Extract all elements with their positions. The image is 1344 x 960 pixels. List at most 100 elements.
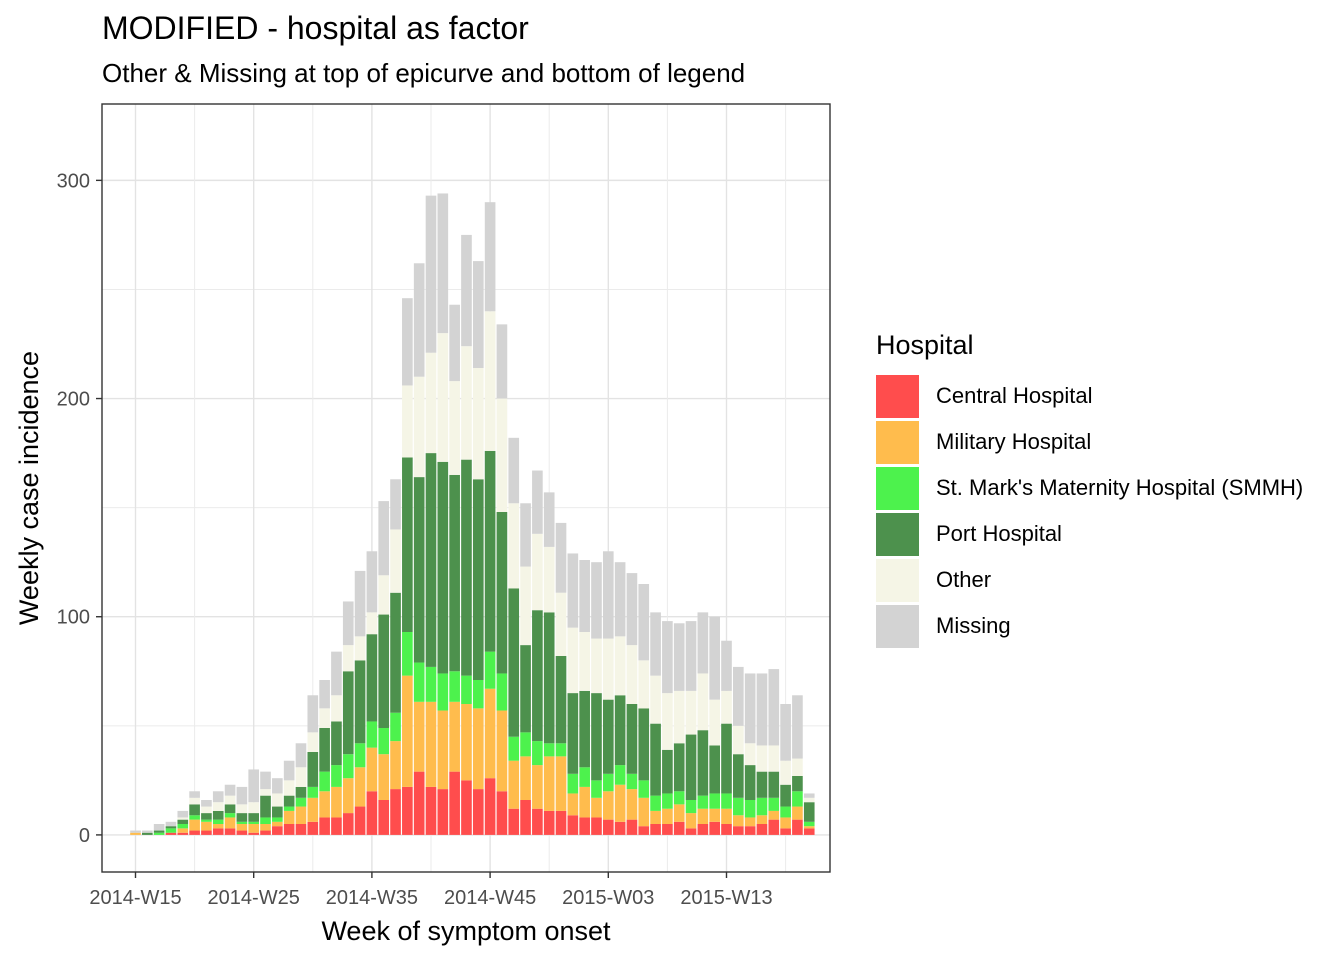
bar-segment xyxy=(591,638,602,694)
bar-segment xyxy=(803,821,815,827)
bar-segment xyxy=(260,795,271,818)
bar-segment xyxy=(189,830,200,835)
legend-swatch xyxy=(876,466,919,510)
bar-segment xyxy=(449,304,460,382)
bar-segment xyxy=(685,800,697,814)
bar-segment xyxy=(390,592,401,713)
bar-segment xyxy=(130,830,141,833)
bar-segment xyxy=(212,791,224,803)
bar-segment xyxy=(591,780,602,798)
bar-segment xyxy=(295,824,307,835)
bar-segment xyxy=(366,721,378,748)
bar-segment xyxy=(307,732,319,752)
bar-segment xyxy=(260,830,271,835)
bar-segment xyxy=(756,771,768,798)
bar-segment xyxy=(756,815,768,824)
bar-segment xyxy=(307,752,319,787)
bar-segment xyxy=(142,830,153,833)
bar-segment xyxy=(331,695,342,722)
bar-segment xyxy=(413,662,425,702)
bar-segment xyxy=(236,824,248,831)
bar-segment xyxy=(402,298,413,386)
bar-segment xyxy=(295,786,307,798)
bar-segment xyxy=(520,732,531,757)
bar-segment xyxy=(342,778,354,814)
x-tick-label: 2014-W45 xyxy=(444,887,536,909)
bar-segment xyxy=(484,311,496,451)
bar-segment xyxy=(307,821,319,835)
chart-subtitle: Other & Missing at top of epicurve and b… xyxy=(102,58,746,88)
bar-segment xyxy=(780,784,791,807)
bar-segment xyxy=(272,793,283,807)
bar-segment xyxy=(437,710,449,790)
bar-segment xyxy=(721,690,732,724)
bar-segment xyxy=(425,786,437,835)
bar-segment xyxy=(437,789,449,835)
bar-segment xyxy=(437,673,449,711)
bar-segment xyxy=(744,673,756,744)
bar-segment xyxy=(555,592,567,656)
bar-segment xyxy=(165,826,177,829)
bar-segment xyxy=(626,704,638,774)
bar-segment xyxy=(709,821,720,835)
bar-segment xyxy=(520,503,531,567)
bar-segment xyxy=(212,802,224,811)
plot-border xyxy=(101,103,831,873)
bar-segment xyxy=(662,693,673,750)
bar-segment xyxy=(567,553,579,628)
bar-segment xyxy=(579,817,590,835)
bar-segment xyxy=(768,797,780,811)
bar-segment xyxy=(248,821,260,824)
bar-segment xyxy=(425,352,437,454)
bar-segment xyxy=(437,461,449,674)
bar-segment xyxy=(201,806,212,814)
bar-segment xyxy=(402,457,413,632)
bar-segment xyxy=(319,817,330,835)
bar-segment xyxy=(390,529,401,593)
bar-segment xyxy=(744,826,756,835)
bar-segment xyxy=(673,821,685,835)
legend-item: Other xyxy=(876,557,1303,603)
bar-segment xyxy=(792,819,803,835)
bar-segment xyxy=(662,808,673,824)
bar-segment xyxy=(697,730,709,796)
bar-segment xyxy=(768,669,780,746)
legend-label: St. Mark's Maternity Hospital (SMMH) xyxy=(936,475,1304,500)
bar-segment xyxy=(319,728,330,772)
bar-segment xyxy=(319,680,330,709)
bar-segment xyxy=(591,562,602,639)
axes: 0 100 200 300 2014-W15 2014-W25 2014-W35 2014-W… xyxy=(57,170,773,909)
bar-segment xyxy=(307,695,319,733)
bar-segment xyxy=(153,832,165,835)
bar-segment xyxy=(579,767,590,787)
bar-segment xyxy=(366,747,378,792)
bar-segment xyxy=(402,786,413,835)
bar-segment xyxy=(331,765,342,787)
bar-segment xyxy=(212,824,224,829)
bar-segment xyxy=(496,324,508,399)
x-tick-label: 2015-W13 xyxy=(680,887,772,909)
bar-segment xyxy=(638,826,650,835)
legend-label: Other xyxy=(936,567,992,592)
bar-segment xyxy=(260,817,271,824)
y-tick-label: 300 xyxy=(57,170,90,192)
bar-segment xyxy=(307,786,319,798)
bar-segment xyxy=(342,754,354,779)
bar-segment xyxy=(354,570,366,637)
bar-segment xyxy=(721,824,732,835)
bar-segment xyxy=(283,810,295,824)
bar-segment xyxy=(461,346,472,460)
bar-segment xyxy=(532,765,543,809)
bar-segment xyxy=(662,824,673,835)
bar-segment xyxy=(532,470,543,534)
bar-segment xyxy=(402,632,413,676)
bar-segment xyxy=(272,817,283,822)
bar-segment xyxy=(449,671,460,702)
bar-segment xyxy=(733,666,744,726)
x-tick-label: 2014-W25 xyxy=(208,887,300,909)
bar-segment xyxy=(614,695,626,766)
bar-segment xyxy=(236,821,248,824)
bar-segment xyxy=(224,828,236,835)
bar-segment xyxy=(650,723,661,796)
bar-segment xyxy=(390,712,401,742)
